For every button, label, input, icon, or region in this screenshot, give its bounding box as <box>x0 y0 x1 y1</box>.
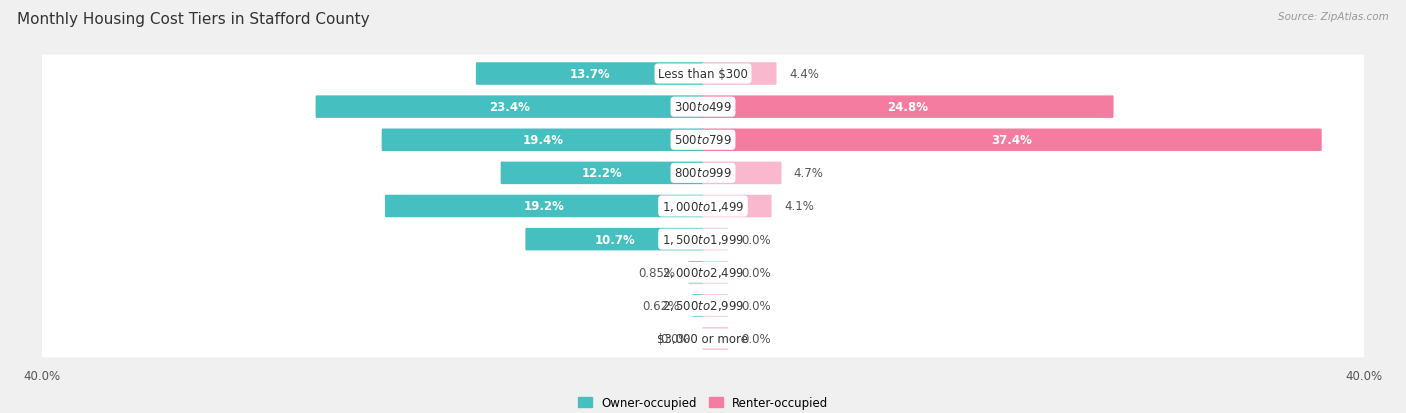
FancyBboxPatch shape <box>24 221 1382 259</box>
Text: Less than $300: Less than $300 <box>658 68 748 81</box>
Legend: Owner-occupied, Renter-occupied: Owner-occupied, Renter-occupied <box>572 392 834 413</box>
Text: 0.85%: 0.85% <box>638 266 676 279</box>
FancyBboxPatch shape <box>702 328 728 350</box>
FancyBboxPatch shape <box>702 261 728 284</box>
Text: Source: ZipAtlas.com: Source: ZipAtlas.com <box>1278 12 1389 22</box>
FancyBboxPatch shape <box>702 129 1322 152</box>
Text: $300 to $499: $300 to $499 <box>673 101 733 114</box>
Text: 0.0%: 0.0% <box>741 266 770 279</box>
FancyBboxPatch shape <box>24 188 1382 225</box>
FancyBboxPatch shape <box>526 228 704 251</box>
FancyBboxPatch shape <box>692 294 704 317</box>
FancyBboxPatch shape <box>24 88 1382 126</box>
Text: 19.4%: 19.4% <box>522 134 564 147</box>
FancyBboxPatch shape <box>381 129 704 152</box>
Text: $3,000 or more: $3,000 or more <box>658 332 748 345</box>
Text: $500 to $799: $500 to $799 <box>673 134 733 147</box>
Text: $800 to $999: $800 to $999 <box>673 167 733 180</box>
FancyBboxPatch shape <box>702 162 782 185</box>
Text: 19.2%: 19.2% <box>524 200 565 213</box>
FancyBboxPatch shape <box>385 195 704 218</box>
Text: 0.0%: 0.0% <box>741 299 770 312</box>
FancyBboxPatch shape <box>702 228 728 251</box>
Text: 4.1%: 4.1% <box>785 200 814 213</box>
FancyBboxPatch shape <box>501 162 704 185</box>
Text: $1,000 to $1,499: $1,000 to $1,499 <box>662 199 744 214</box>
FancyBboxPatch shape <box>24 254 1382 292</box>
Text: 12.2%: 12.2% <box>582 167 623 180</box>
FancyBboxPatch shape <box>702 294 728 317</box>
Text: 24.8%: 24.8% <box>887 101 928 114</box>
Text: $2,500 to $2,999: $2,500 to $2,999 <box>662 299 744 313</box>
Text: $1,500 to $1,999: $1,500 to $1,999 <box>662 233 744 247</box>
Text: 0.0%: 0.0% <box>741 233 770 246</box>
FancyBboxPatch shape <box>24 320 1382 358</box>
Text: 0.0%: 0.0% <box>661 332 690 345</box>
Text: Monthly Housing Cost Tiers in Stafford County: Monthly Housing Cost Tiers in Stafford C… <box>17 12 370 27</box>
FancyBboxPatch shape <box>24 55 1382 93</box>
Text: $2,000 to $2,499: $2,000 to $2,499 <box>662 266 744 280</box>
FancyBboxPatch shape <box>24 287 1382 325</box>
FancyBboxPatch shape <box>24 154 1382 192</box>
FancyBboxPatch shape <box>702 63 776 85</box>
Text: 0.0%: 0.0% <box>741 332 770 345</box>
Text: 23.4%: 23.4% <box>489 101 530 114</box>
FancyBboxPatch shape <box>702 195 772 218</box>
Text: 4.7%: 4.7% <box>794 167 824 180</box>
Text: 37.4%: 37.4% <box>991 134 1032 147</box>
FancyBboxPatch shape <box>475 63 704 85</box>
Text: 13.7%: 13.7% <box>569 68 610 81</box>
FancyBboxPatch shape <box>702 96 1114 119</box>
FancyBboxPatch shape <box>315 96 704 119</box>
Text: 4.4%: 4.4% <box>789 68 818 81</box>
FancyBboxPatch shape <box>24 121 1382 159</box>
Text: 0.62%: 0.62% <box>643 299 679 312</box>
Text: 10.7%: 10.7% <box>595 233 636 246</box>
FancyBboxPatch shape <box>688 261 704 284</box>
